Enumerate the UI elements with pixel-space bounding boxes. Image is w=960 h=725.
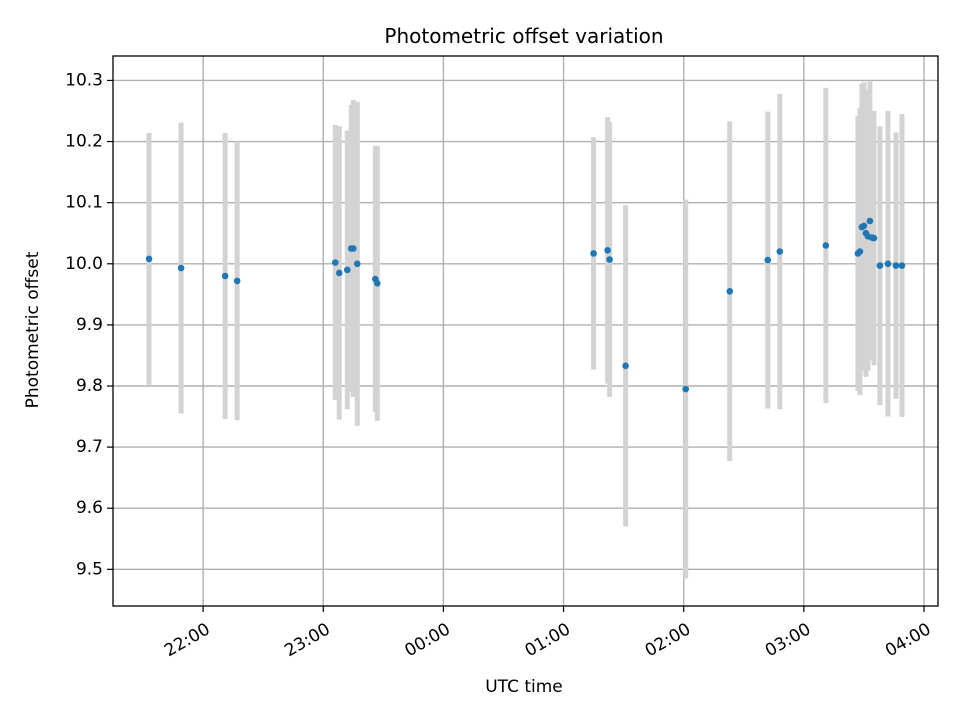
y-tick-label: 10.0 [65, 254, 103, 274]
chart-title: Photometric offset variation [384, 24, 663, 48]
data-point [606, 256, 613, 263]
data-point [335, 269, 343, 277]
y-tick-label: 9.5 [76, 559, 103, 579]
data-point [822, 242, 830, 249]
data-point [233, 277, 241, 285]
data-point [604, 247, 611, 254]
x-axis-title: UTC time [485, 677, 563, 697]
data-point [622, 362, 629, 370]
y-tick-label: 9.8 [76, 376, 103, 396]
data-point [726, 287, 734, 295]
y-tick-label: 9.6 [76, 498, 103, 518]
y-tick-label: 9.9 [76, 315, 103, 335]
y-tick-label: 10.2 [65, 132, 103, 152]
data-point [764, 256, 772, 264]
data-point [331, 259, 339, 266]
data-point [898, 262, 906, 269]
data-point [892, 262, 900, 269]
data-point [866, 217, 874, 225]
point-layer [145, 217, 906, 393]
y-tick-label: 10.1 [65, 193, 103, 213]
data-point [876, 262, 884, 269]
data-point [870, 234, 878, 242]
data-point [145, 255, 153, 263]
data-point [682, 385, 689, 393]
data-point [221, 272, 229, 280]
data-point [353, 260, 361, 268]
data-point [177, 264, 185, 272]
tick-layer: 22:00 23:00 00:00 01:00 02:00 03:00 04:009.59.… [65, 70, 934, 661]
data-point [860, 222, 868, 230]
y-tick-label: 9.7 [76, 437, 103, 457]
data-point [590, 250, 597, 257]
plot-frame [112, 55, 939, 607]
data-point [884, 260, 892, 268]
y-axis-title: Photometric offset [23, 251, 43, 408]
data-point [374, 280, 381, 287]
data-point [776, 248, 784, 255]
data-point [343, 266, 351, 274]
data-point [856, 248, 864, 255]
data-point [349, 245, 357, 252]
y-tick-label: 10.3 [65, 70, 103, 90]
